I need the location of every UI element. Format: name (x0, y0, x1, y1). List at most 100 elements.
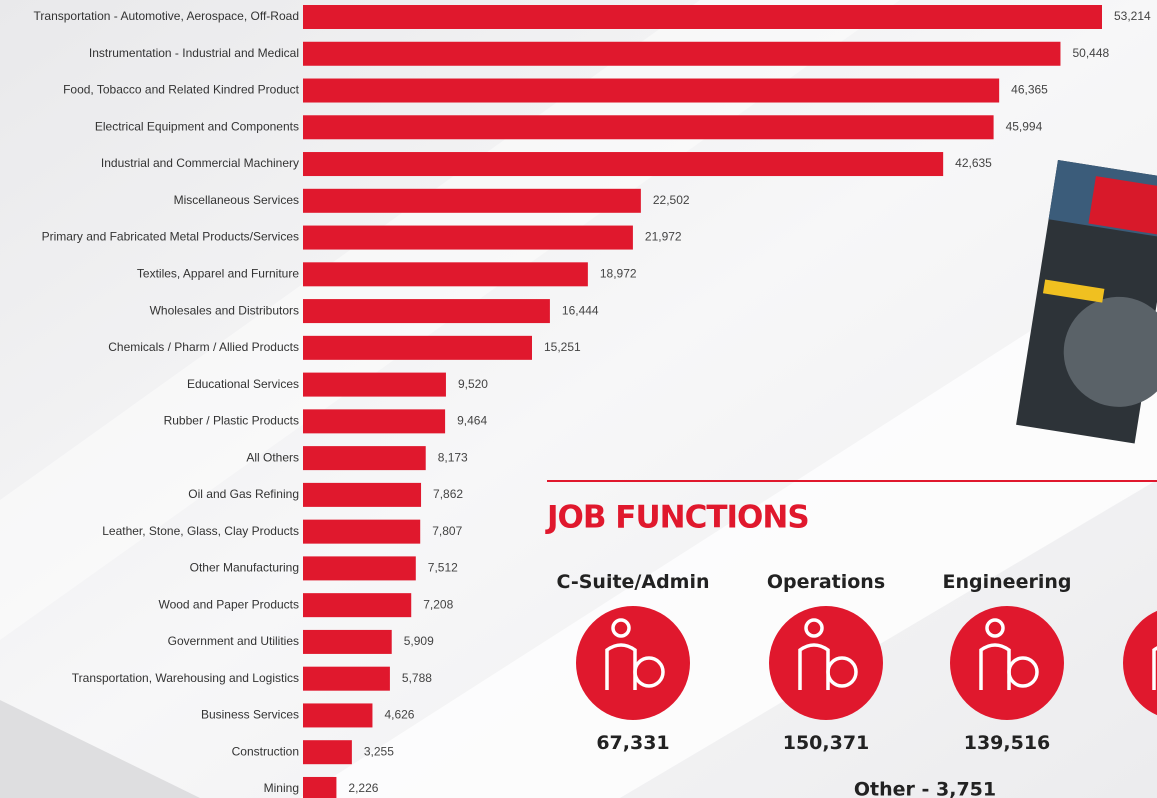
category-label: Transportation - Automotive, Aerospace, … (34, 9, 299, 23)
icon-figure (798, 618, 858, 690)
category-label: Food, Tobacco and Related Kindred Produc… (63, 83, 300, 97)
category-label: All Others (246, 450, 299, 464)
cover-photo (1063, 296, 1157, 407)
category-label: Instrumentation - Industrial and Medical (89, 46, 299, 60)
bar (303, 372, 446, 397)
category-label: Chemicals / Pharm / Allied Products (108, 340, 299, 354)
value-label: 53,214 (1114, 9, 1151, 23)
category-label: Transportation, Warehousing and Logistic… (72, 671, 299, 685)
category-label: Primary and Fabricated Metal Products/Se… (42, 230, 299, 244)
bar (303, 299, 550, 324)
function-value: 150,371 (783, 732, 870, 754)
function-icon (950, 606, 1064, 720)
category-label: Textiles, Apparel and Furniture (137, 266, 299, 280)
icon-figure (979, 618, 1039, 690)
function-name: Engineering (943, 571, 1072, 593)
value-label: 9,520 (458, 377, 488, 391)
category-label: Mining (264, 781, 299, 795)
value-label: 45,994 (1006, 119, 1043, 133)
value-label: 2,226 (348, 781, 378, 795)
category-label: Wood and Paper Products (158, 597, 299, 611)
function-icon (576, 606, 690, 720)
function-icon (769, 606, 883, 720)
category-label: Leather, Stone, Glass, Clay Products (102, 524, 299, 538)
category-label: Oil and Gas Refining (188, 487, 299, 501)
function-value: 139,516 (964, 732, 1051, 754)
bar (303, 776, 337, 798)
value-label: 8,173 (438, 450, 468, 464)
cover-logo (1088, 176, 1157, 237)
bar (303, 740, 352, 765)
value-label: 7,208 (423, 597, 453, 611)
bar (303, 593, 412, 618)
value-label: 3,255 (364, 744, 394, 758)
value-label: 5,788 (402, 671, 432, 685)
category-label: Miscellaneous Services (174, 193, 299, 207)
bar (303, 335, 532, 360)
bar (303, 188, 641, 213)
bar (303, 152, 944, 177)
category-label: Construction (232, 744, 299, 758)
function-name: C-Suite/Admin (556, 571, 709, 593)
value-label: 18,972 (600, 266, 637, 280)
bar (303, 703, 373, 728)
bar (303, 5, 1102, 29)
value-label: 4,626 (384, 708, 414, 722)
bar (303, 629, 392, 654)
category-label: Wholesales and Distributors (150, 303, 299, 317)
value-label: 5,909 (404, 634, 434, 648)
value-label: 22,502 (653, 193, 690, 207)
stripe (300, 250, 1157, 798)
icon-head (611, 618, 631, 638)
cover-band (1042, 279, 1105, 303)
icon-body (1152, 646, 1157, 690)
value-label: 7,807 (432, 524, 462, 538)
category-label: Electrical Equipment and Components (95, 119, 299, 133)
category-label: Government and Utilities (168, 634, 299, 648)
icon-body (798, 643, 830, 690)
icon-head (804, 618, 824, 638)
bar (303, 519, 421, 544)
icon-figure (605, 618, 665, 690)
bar (303, 666, 390, 691)
icon-head (985, 618, 1005, 638)
section-title: JOB FUNCTIONS (545, 500, 809, 536)
category-label: Industrial and Commercial Machinery (101, 156, 299, 170)
value-label: 21,972 (645, 230, 682, 244)
function-icon (1123, 610, 1157, 716)
value-label: 9,464 (457, 414, 487, 428)
bar (303, 115, 994, 140)
icon-figure (1152, 646, 1157, 690)
other-label: Other - 3,751 (854, 779, 996, 798)
value-label: 50,448 (1072, 46, 1109, 60)
icon-detail (1007, 656, 1039, 688)
bar (303, 225, 633, 250)
bar (303, 482, 422, 507)
function-value: 67,331 (596, 732, 669, 754)
icon-body (605, 643, 637, 690)
bar (303, 409, 446, 434)
stripe (0, 700, 200, 798)
category-label: Other Manufacturing (190, 561, 299, 575)
bar (303, 41, 1061, 66)
magazine-cover (1016, 160, 1157, 444)
value-label: 46,365 (1011, 83, 1048, 97)
category-label: Educational Services (187, 377, 299, 391)
category-label: Business Services (201, 708, 299, 722)
icon-detail (633, 656, 665, 688)
value-label: 42,635 (955, 156, 992, 170)
category-label: Rubber / Plastic Products (164, 414, 299, 428)
bar (303, 446, 426, 471)
value-label: 7,512 (428, 561, 458, 575)
icon-detail (826, 656, 858, 688)
bar (303, 78, 1000, 103)
value-label: 16,444 (562, 303, 599, 317)
bar (303, 556, 416, 581)
value-label: 15,251 (544, 340, 581, 354)
value-label: 7,862 (433, 487, 463, 501)
function-name: Operations (767, 571, 885, 593)
bar (303, 262, 588, 287)
icon-body (979, 643, 1011, 690)
